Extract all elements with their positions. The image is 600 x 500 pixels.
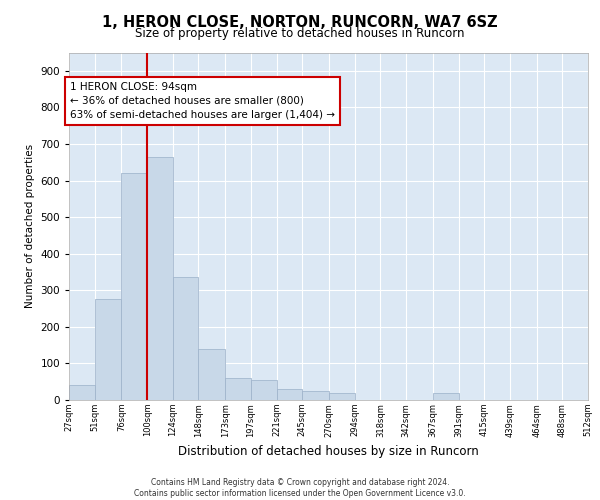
Bar — [433, 392, 458, 400]
Bar — [69, 386, 95, 400]
Text: Contains HM Land Registry data © Crown copyright and database right 2024.
Contai: Contains HM Land Registry data © Crown c… — [134, 478, 466, 498]
Bar — [329, 392, 355, 400]
Bar — [251, 380, 277, 400]
Y-axis label: Number of detached properties: Number of detached properties — [25, 144, 35, 308]
X-axis label: Distribution of detached houses by size in Runcorn: Distribution of detached houses by size … — [178, 445, 479, 458]
Text: 1 HERON CLOSE: 94sqm
← 36% of detached houses are smaller (800)
63% of semi-deta: 1 HERON CLOSE: 94sqm ← 36% of detached h… — [70, 82, 335, 120]
Bar — [147, 157, 173, 400]
Bar — [277, 389, 302, 400]
Bar — [173, 278, 199, 400]
Text: Size of property relative to detached houses in Runcorn: Size of property relative to detached ho… — [135, 28, 465, 40]
Bar — [302, 391, 329, 400]
Bar — [225, 378, 251, 400]
Text: 1, HERON CLOSE, NORTON, RUNCORN, WA7 6SZ: 1, HERON CLOSE, NORTON, RUNCORN, WA7 6SZ — [102, 15, 498, 30]
Bar — [199, 349, 225, 400]
Bar — [121, 173, 147, 400]
Bar — [95, 300, 121, 400]
